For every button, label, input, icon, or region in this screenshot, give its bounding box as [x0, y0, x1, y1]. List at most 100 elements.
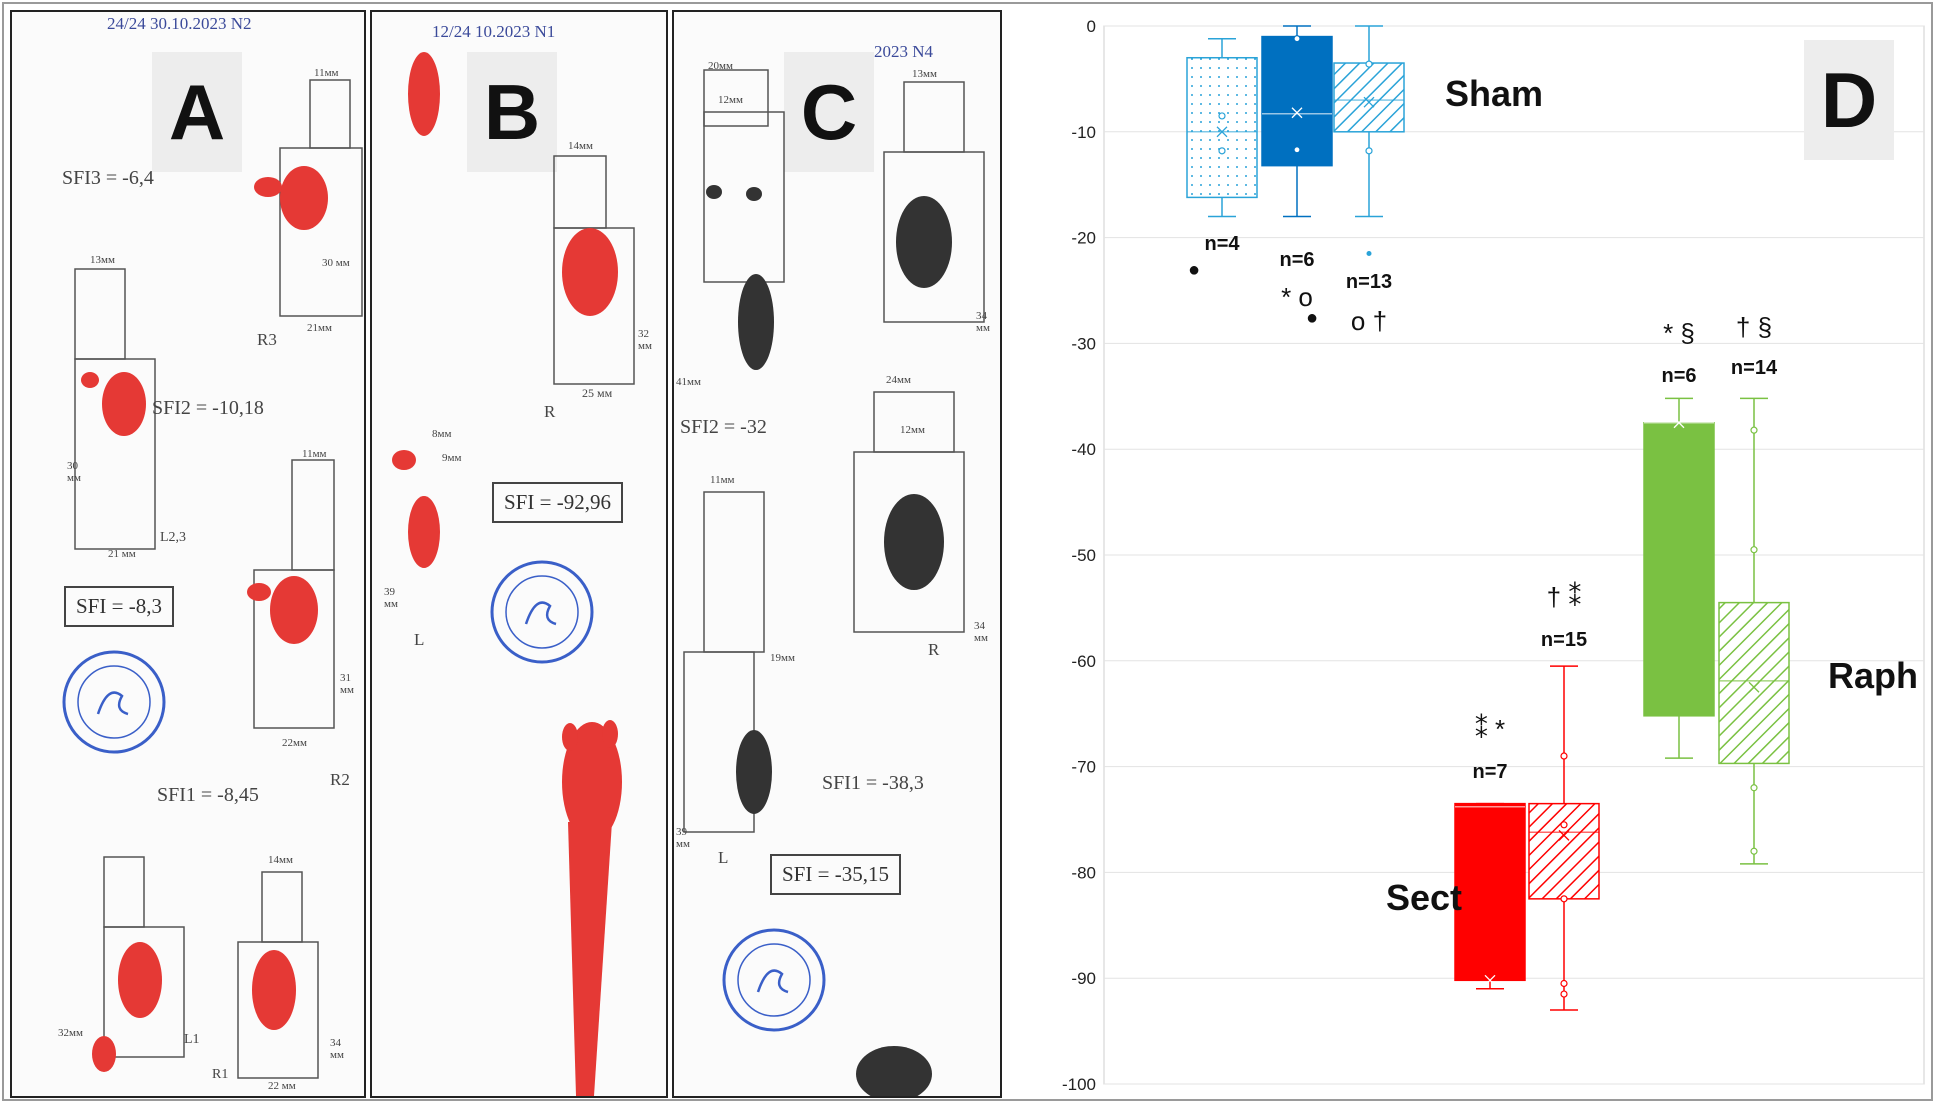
box: [1528, 802, 1600, 900]
y-tick-label: -10: [1071, 123, 1096, 142]
box: [1454, 802, 1526, 982]
data-point: [1365, 147, 1373, 155]
panel-c-m20: 20мм: [708, 60, 733, 72]
panel-a-sfi1: SFI1 = -8,45: [157, 784, 259, 806]
panel-b-r: R: [544, 402, 556, 421]
data-point: [1560, 990, 1568, 998]
panel-b-l: L: [414, 630, 425, 649]
panel-c-m13: 13мм: [912, 68, 937, 80]
data-point: [1293, 146, 1301, 154]
box: [1261, 35, 1333, 167]
y-tick-label: -60: [1071, 652, 1096, 671]
group-label: Sham: [1445, 73, 1543, 114]
panel-b-m9: 9мм: [442, 452, 462, 464]
n-label: n=6: [1279, 249, 1314, 271]
panel-c-l: L: [718, 848, 729, 867]
mean-marker: [1748, 681, 1760, 693]
y-tick-label: -90: [1071, 969, 1096, 988]
panel-a-header: 24/24 30.10.2023 N2: [107, 14, 252, 33]
y-tick-label: -20: [1071, 229, 1096, 248]
panel-c-m12b: 12мм: [900, 424, 925, 436]
panel-a-m32: 32мм: [58, 1027, 83, 1039]
panel-a-m22: 22мм: [282, 737, 307, 749]
outlier-point: [1366, 250, 1372, 256]
panel-a-m30: 30 мм: [322, 257, 350, 269]
data-point: [1560, 895, 1568, 903]
panel-b-m25: 25 мм: [582, 386, 613, 400]
panel-c-r: R: [928, 640, 940, 659]
panel-a-sfi3: SFI3 = -6,4: [62, 167, 154, 189]
panel-a-m31: 31 мм: [340, 672, 354, 696]
n-label: n=7: [1472, 761, 1507, 783]
significance-annotation: † §: [1736, 312, 1772, 342]
significance-annotation: * §: [1663, 318, 1695, 348]
panel-a-r2: R2: [330, 770, 350, 789]
panel-a-m21: 21мм: [307, 322, 332, 334]
panel-a-letter: A: [152, 52, 242, 172]
panel-c-sfi1: SFI1 = -38,3: [822, 772, 924, 794]
y-tick-label: 0: [1087, 17, 1096, 36]
panel-b-m32: 32 мм: [638, 328, 652, 352]
panel-a-r1: R1: [212, 1067, 229, 1082]
box: [1718, 601, 1790, 765]
panel-a-m13: 13мм: [90, 254, 115, 266]
panel-a-sfi2: SFI2 = -10,18: [152, 397, 264, 419]
panel-c-m12: 12мм: [718, 94, 743, 106]
mean-marker: [1558, 829, 1570, 841]
data-point: [1750, 847, 1758, 855]
legend-marker: ●: [1306, 307, 1318, 329]
significance-annotation: * o: [1281, 282, 1313, 312]
panel-a-sfi-box: SFI = -8,3: [64, 586, 174, 627]
data-point: [1560, 979, 1568, 988]
y-tick-label: -30: [1071, 334, 1096, 353]
data-point: [1365, 60, 1373, 68]
panel-a-drawing: [62, 79, 363, 1079]
panel-b-m39: 39 мм: [384, 586, 398, 610]
legend-marker: ●: [1188, 259, 1200, 281]
group-label: Raph: [1828, 655, 1918, 696]
panel-a: 24/24 30.10.2023 N2 A: [10, 10, 366, 1098]
panel-a-m22b: 22 мм: [268, 1080, 296, 1092]
panel-c: 2023 N4 C: [672, 10, 1002, 1098]
panel-a-m30b: 30 мм: [67, 460, 81, 484]
n-label: n=14: [1731, 357, 1778, 379]
panel-a-m14: 14мм: [268, 854, 293, 866]
panel-a-m11b: 11мм: [302, 448, 327, 460]
mean-marker: [1673, 417, 1685, 429]
panel-b-sfi-box: SFI = -92,96: [492, 482, 623, 523]
mean-marker: [1484, 974, 1496, 986]
significance-annotation: ⁑ *: [1475, 714, 1505, 744]
panel-c-m34: 34 мм: [976, 310, 990, 334]
panel-d: 0-10-20-30-40-50-60-70-80-90-100SFI, poi…: [1044, 10, 1928, 1098]
n-label: n=4: [1204, 233, 1240, 255]
panel-a-m34: 34 мм: [330, 1037, 344, 1061]
panel-c-sfi2: SFI2 = -32: [680, 416, 767, 438]
panel-a-m21b: 21 мм: [108, 548, 136, 560]
y-tick-label: -50: [1071, 546, 1096, 565]
panel-c-m24: 24мм: [886, 374, 911, 386]
mean-marker: [1291, 107, 1303, 119]
panel-c-letter: C: [784, 52, 874, 172]
data-point: [1218, 147, 1226, 155]
data-point: [1218, 112, 1226, 120]
box: [1186, 56, 1258, 199]
significance-annotation: o †: [1351, 306, 1387, 336]
n-label: n=13: [1346, 271, 1392, 293]
box: [1643, 422, 1715, 717]
panel-a-l1: L1: [184, 1032, 200, 1047]
panel-c-m19: 19мм: [770, 652, 795, 664]
sfi-box-chart: 0-10-20-30-40-50-60-70-80-90-100SFI, poi…: [1062, 17, 1925, 1094]
y-tick-label: -100: [1062, 1075, 1096, 1094]
y-tick-label: -80: [1071, 863, 1096, 882]
data-point: [1750, 784, 1758, 792]
data-point: [1750, 426, 1758, 434]
data-point: [1560, 821, 1568, 829]
n-label: n=6: [1661, 365, 1696, 387]
panel-d-letter: D: [1804, 40, 1894, 160]
panel-c-sfi-box: SFI = -35,15: [770, 854, 901, 895]
box: [1333, 62, 1405, 133]
panel-a-r3: R3: [257, 330, 277, 349]
data-point: [1560, 752, 1568, 760]
data-point: [1750, 546, 1758, 554]
